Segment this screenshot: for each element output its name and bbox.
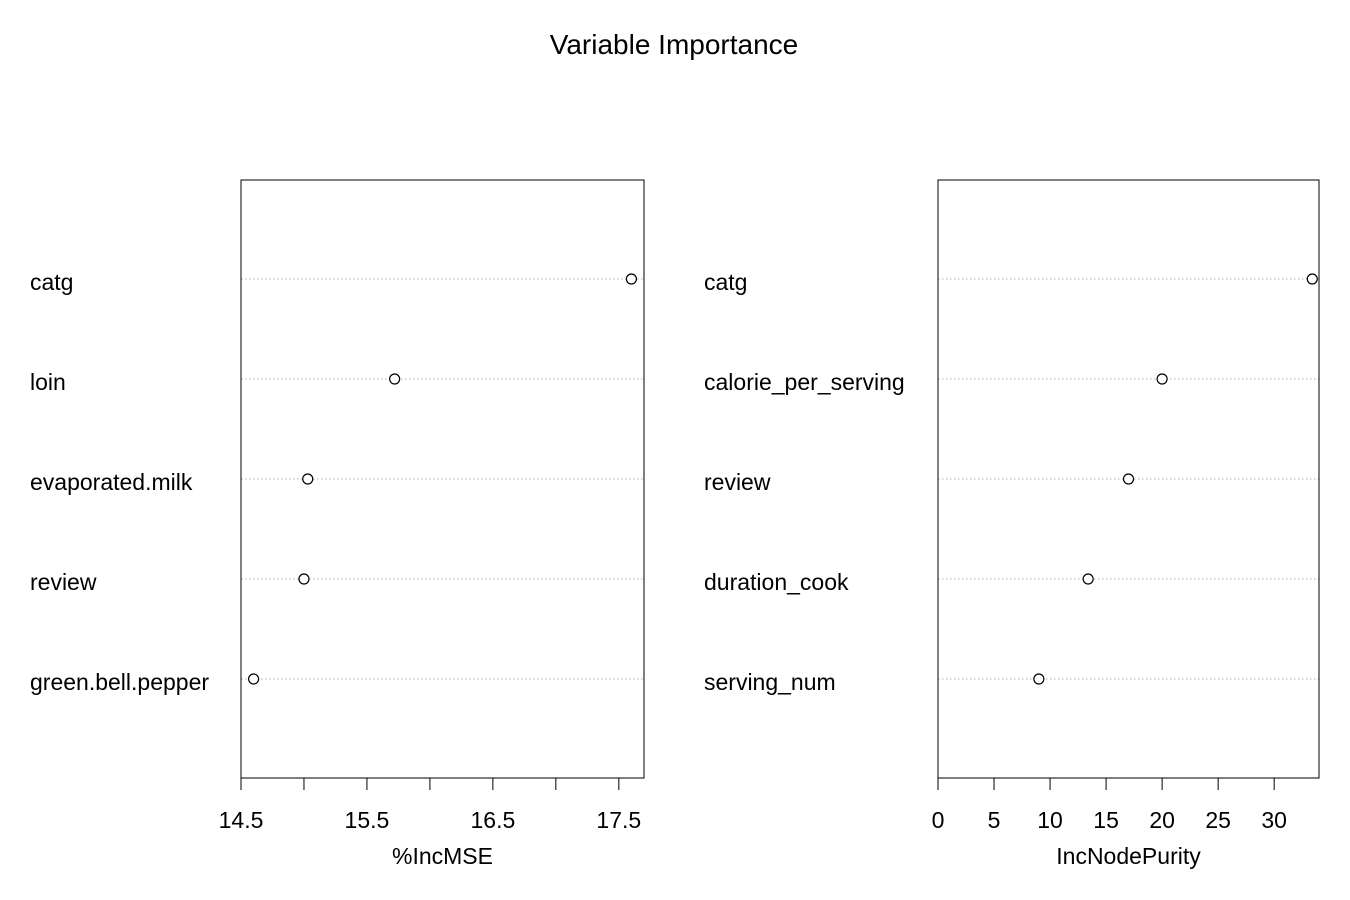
- category-label: catg: [30, 269, 73, 295]
- x-tick-label: 16.5: [470, 807, 515, 833]
- x-tick-label: 0: [932, 807, 945, 833]
- category-label: review: [704, 469, 771, 495]
- category-label: calorie_per_serving: [704, 369, 905, 395]
- x-tick-label: 30: [1261, 807, 1287, 833]
- data-point: [247, 673, 260, 685]
- data-point: [1156, 373, 1168, 385]
- data-point: [625, 273, 638, 285]
- data-point: [1122, 473, 1135, 485]
- data-point: [302, 473, 314, 485]
- x-axis-title: IncNodePurity: [1056, 843, 1201, 869]
- x-axis-title: %IncMSE: [392, 843, 493, 869]
- x-tick-label: 5: [988, 807, 1001, 833]
- chart-title: Variable Importance: [550, 29, 799, 60]
- category-label: loin: [30, 369, 66, 395]
- data-point: [1033, 673, 1045, 685]
- category-label: duration_cook: [704, 569, 849, 595]
- x-tick-label: 10: [1037, 807, 1063, 833]
- category-label: evaporated.milk: [30, 469, 193, 495]
- category-label: review: [30, 569, 97, 595]
- data-point: [298, 573, 310, 585]
- x-tick-label: 14.5: [219, 807, 264, 833]
- x-tick-label: 20: [1149, 807, 1175, 833]
- category-label: serving_num: [704, 669, 836, 695]
- category-label: green.bell.pepper: [30, 669, 209, 695]
- data-point: [389, 373, 401, 385]
- data-point: [1306, 273, 1318, 285]
- x-tick-label: 17.5: [596, 807, 641, 833]
- x-tick-label: 25: [1205, 807, 1231, 833]
- x-tick-label: 15.5: [345, 807, 390, 833]
- x-tick-label: 15: [1093, 807, 1119, 833]
- data-point: [1082, 573, 1094, 585]
- category-label: catg: [704, 269, 747, 295]
